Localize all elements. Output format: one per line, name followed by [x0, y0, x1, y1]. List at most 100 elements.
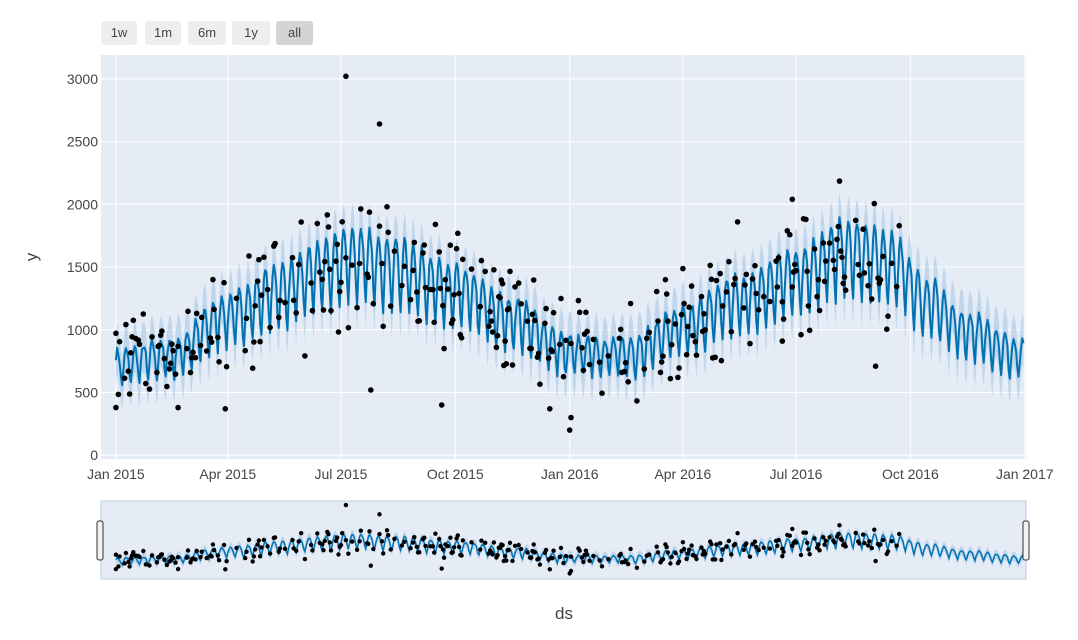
observed-point [261, 254, 267, 260]
observed-point [568, 340, 574, 347]
slider-point [296, 539, 301, 544]
observed-point [416, 318, 423, 324]
range-button-all[interactable]: all [276, 21, 313, 45]
observed-point [787, 231, 793, 238]
observed-point [693, 352, 700, 359]
observed-point [380, 323, 387, 330]
observed-point [646, 329, 653, 336]
slider-point [689, 543, 694, 548]
slider-point [543, 547, 549, 553]
observed-point [774, 284, 781, 290]
observed-point [157, 332, 164, 339]
observed-point [503, 361, 510, 367]
slider-point [537, 562, 543, 567]
observed-point [276, 314, 282, 321]
observed-point [327, 266, 333, 273]
observed-point [399, 282, 405, 289]
slider-point [735, 531, 740, 536]
slider-point [255, 542, 260, 547]
observed-point [580, 367, 587, 374]
observed-point [617, 326, 624, 333]
slider-point [149, 553, 155, 558]
observed-point [379, 260, 385, 267]
observed-point [256, 256, 262, 263]
slider-point [583, 548, 589, 553]
observed-point [814, 293, 820, 300]
observed-point [728, 328, 735, 335]
observed-point [655, 318, 661, 324]
observed-point [193, 310, 200, 317]
observed-point [277, 297, 283, 304]
slider-point [647, 552, 652, 557]
slider-point [869, 545, 874, 551]
range-button-1y[interactable]: 1y [232, 21, 270, 45]
x-tick-label: Oct 2016 [882, 466, 939, 482]
range-slider[interactable] [96, 500, 1030, 580]
observed-point [272, 240, 278, 247]
observed-point [839, 254, 845, 261]
slider-point [422, 535, 427, 540]
slider-point [654, 544, 659, 549]
observed-point [455, 230, 461, 237]
slider-point [787, 533, 792, 538]
slider-point [127, 564, 132, 569]
slider-point [388, 547, 393, 552]
slider-point [827, 535, 832, 540]
observed-point [401, 263, 408, 270]
observed-point [126, 391, 133, 397]
slider-point [358, 528, 363, 533]
slider-point [685, 551, 690, 556]
observed-point [530, 277, 537, 283]
slider-point [162, 557, 167, 562]
range-button-6m[interactable]: 6m [188, 21, 226, 45]
observed-point [432, 221, 439, 228]
observed-point [755, 307, 762, 313]
observed-point [125, 368, 132, 375]
slider-point [558, 545, 564, 551]
slider-point [326, 532, 331, 537]
slider-point [724, 544, 729, 549]
slider-point [718, 541, 723, 546]
observed-point [336, 288, 343, 295]
slider-point [867, 539, 872, 544]
slider-point [349, 539, 355, 544]
observed-point [497, 294, 503, 301]
slider-point [686, 547, 692, 552]
slider-point [251, 554, 257, 559]
observed-point [502, 338, 508, 344]
observed-point [532, 317, 538, 324]
slider-point [599, 564, 605, 569]
slider-point [873, 558, 878, 564]
observed-point [319, 276, 326, 283]
observed-point [662, 276, 669, 283]
slider-point [714, 542, 719, 547]
observed-point [169, 341, 175, 347]
slider-point [164, 562, 170, 568]
observed-point [164, 383, 170, 390]
range-button-1m[interactable]: 1m [145, 21, 181, 45]
observed-point [499, 280, 506, 287]
observed-point [430, 286, 436, 293]
x-tick-label: Apr 2015 [199, 466, 256, 482]
observed-point [242, 347, 248, 354]
slider-point [322, 538, 327, 544]
range-slider-right-handle[interactable] [1022, 520, 1030, 561]
slider-point [343, 538, 349, 543]
slider-point [211, 547, 217, 553]
slider-point [823, 538, 828, 543]
range-button-1w[interactable]: 1w [101, 21, 137, 45]
observed-point [675, 374, 681, 381]
observed-point [545, 355, 552, 362]
observed-point [221, 279, 227, 286]
observed-point [198, 314, 205, 321]
slider-point [790, 526, 795, 532]
slider-point [204, 555, 209, 561]
observed-point [779, 299, 786, 305]
observed-point [215, 334, 221, 341]
slider-point [561, 560, 566, 566]
observed-point [880, 253, 886, 260]
observed-point [860, 226, 866, 232]
slider-point [335, 535, 340, 540]
observed-point [156, 342, 163, 349]
range-slider-left-handle[interactable] [96, 520, 104, 561]
